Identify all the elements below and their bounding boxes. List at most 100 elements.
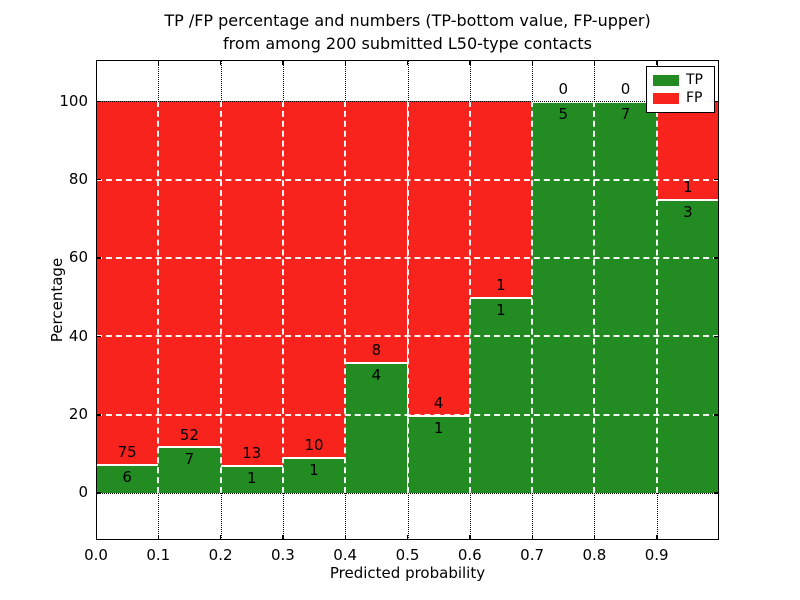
legend-item: FP xyxy=(653,90,708,107)
y-tick-mark xyxy=(96,257,101,259)
x-tick-mark xyxy=(157,535,160,540)
x-tick-mark xyxy=(282,535,284,540)
vertical-gridline-over-bars xyxy=(531,101,534,493)
x-tick-mark xyxy=(656,535,658,540)
chart-title-line1: TP /FP percentage and numbers (TP-bottom… xyxy=(164,11,651,30)
vertical-gridline-over-bars xyxy=(344,101,347,493)
tp-count-label: 1 xyxy=(433,418,444,437)
vertical-gridline-over-bars xyxy=(281,101,284,493)
horizontal-gridline-over-bars xyxy=(96,178,719,181)
fp-count-label: 75 xyxy=(117,442,137,461)
y-tick-mark xyxy=(96,179,101,181)
fp-count-label: 0 xyxy=(620,80,631,99)
x-tick-label: 0.5 xyxy=(395,546,420,564)
tp-count-label: 7 xyxy=(184,450,195,469)
x-tick-mark xyxy=(220,60,222,65)
fp-bar-segment xyxy=(345,101,408,363)
x-tick-mark xyxy=(344,60,347,65)
legend-swatch-tp xyxy=(653,74,679,86)
fp-bar-segment xyxy=(158,101,221,447)
x-tick-mark xyxy=(469,60,471,65)
x-tick-label: 0.3 xyxy=(270,546,295,564)
fp-bar-segment xyxy=(96,101,159,464)
x-tick-label: 0.0 xyxy=(84,546,108,564)
x-tick-mark xyxy=(531,535,533,540)
x-tick-label: 0.9 xyxy=(644,546,669,564)
tp-bar-segment xyxy=(158,446,221,493)
horizontal-gridline-over-bars xyxy=(96,413,719,416)
tp-count-label: 4 xyxy=(371,366,382,385)
fp-count-label: 10 xyxy=(304,436,324,455)
tp-bar-segment xyxy=(594,101,657,493)
x-tick-mark xyxy=(407,535,409,540)
tp-bar-segment xyxy=(220,464,283,493)
legend-label: FP xyxy=(686,90,703,107)
x-tick-mark xyxy=(407,60,409,65)
legend: TP FP xyxy=(646,66,715,113)
x-tick-label: 0.4 xyxy=(333,546,358,564)
fp-count-label: 1 xyxy=(683,178,693,197)
fp-bar-segment xyxy=(656,101,719,200)
fp-count-label: 4 xyxy=(433,393,444,412)
y-tick-mark xyxy=(714,492,719,494)
tp-count-label: 1 xyxy=(309,461,319,480)
y-tick-label: 80 xyxy=(68,170,88,188)
y-tick-label: 0 xyxy=(78,483,88,502)
x-tick-label: 0.1 xyxy=(146,546,171,564)
fp-count-label: 13 xyxy=(242,444,262,462)
legend-label: TP xyxy=(686,71,703,88)
tp-count-label: 7 xyxy=(620,105,631,124)
tp-bar-segment xyxy=(532,101,595,493)
fp-count-label: 0 xyxy=(558,80,569,99)
y-tick-mark xyxy=(96,492,101,494)
tp-bar-segment xyxy=(407,414,470,493)
fp-count-label: 1 xyxy=(496,276,506,295)
x-tick-label: 0.2 xyxy=(208,546,233,564)
tp-bar-segment xyxy=(282,457,346,493)
y-tick-mark xyxy=(714,179,719,181)
vertical-gridline-over-bars xyxy=(219,101,222,493)
x-axis-label: Predicted probability xyxy=(329,564,486,582)
legend-item: TP xyxy=(653,72,708,89)
tp-bar-segment xyxy=(96,463,159,493)
x-tick-mark xyxy=(593,60,596,65)
y-tick-mark xyxy=(714,257,719,259)
x-tick-mark xyxy=(593,535,596,540)
tp-count-label: 1 xyxy=(496,301,506,320)
horizontal-gridline xyxy=(96,492,719,494)
y-tick-label: 40 xyxy=(68,326,88,345)
y-tick-mark xyxy=(714,414,719,416)
x-tick-mark xyxy=(531,60,533,65)
y-tick-mark xyxy=(96,335,101,338)
horizontal-gridline xyxy=(96,101,719,103)
y-tick-mark xyxy=(714,100,719,103)
tp-count-label: 1 xyxy=(246,468,257,487)
x-tick-mark xyxy=(469,535,471,540)
tp-bar-segment xyxy=(656,199,719,493)
x-tick-label: 0.8 xyxy=(582,546,607,564)
horizontal-gridline-over-bars xyxy=(96,256,719,259)
legend-swatch-fp xyxy=(653,93,679,105)
x-tick-mark xyxy=(344,535,347,540)
fp-bar-segment xyxy=(282,101,346,458)
x-tick-label: 0.6 xyxy=(457,546,482,564)
tp-bar-segment xyxy=(469,297,533,493)
y-tick-label: 60 xyxy=(68,248,88,267)
y-tick-mark xyxy=(96,100,101,103)
vertical-gridline-over-bars xyxy=(157,101,160,493)
tp-bar-segment xyxy=(345,362,408,493)
y-tick-mark xyxy=(714,335,719,338)
fp-bar-segment xyxy=(469,101,533,298)
y-tick-mark xyxy=(96,414,101,416)
x-tick-mark xyxy=(157,60,160,65)
plot-area: 75 6 52 7 13 1 10 1 8 4 4 1 1 1 0 5 0 7 1 3 xyxy=(96,60,719,540)
y-tick-label: 20 xyxy=(68,405,88,424)
fp-bar-segment xyxy=(220,101,283,465)
vertical-gridline-over-bars xyxy=(468,101,471,493)
x-tick-label: 0.7 xyxy=(520,546,545,564)
tp-count-label: 6 xyxy=(122,467,132,486)
tp-count-label: 3 xyxy=(683,203,693,222)
fp-count-label: 52 xyxy=(179,425,199,444)
vertical-gridline-over-bars xyxy=(655,101,658,493)
